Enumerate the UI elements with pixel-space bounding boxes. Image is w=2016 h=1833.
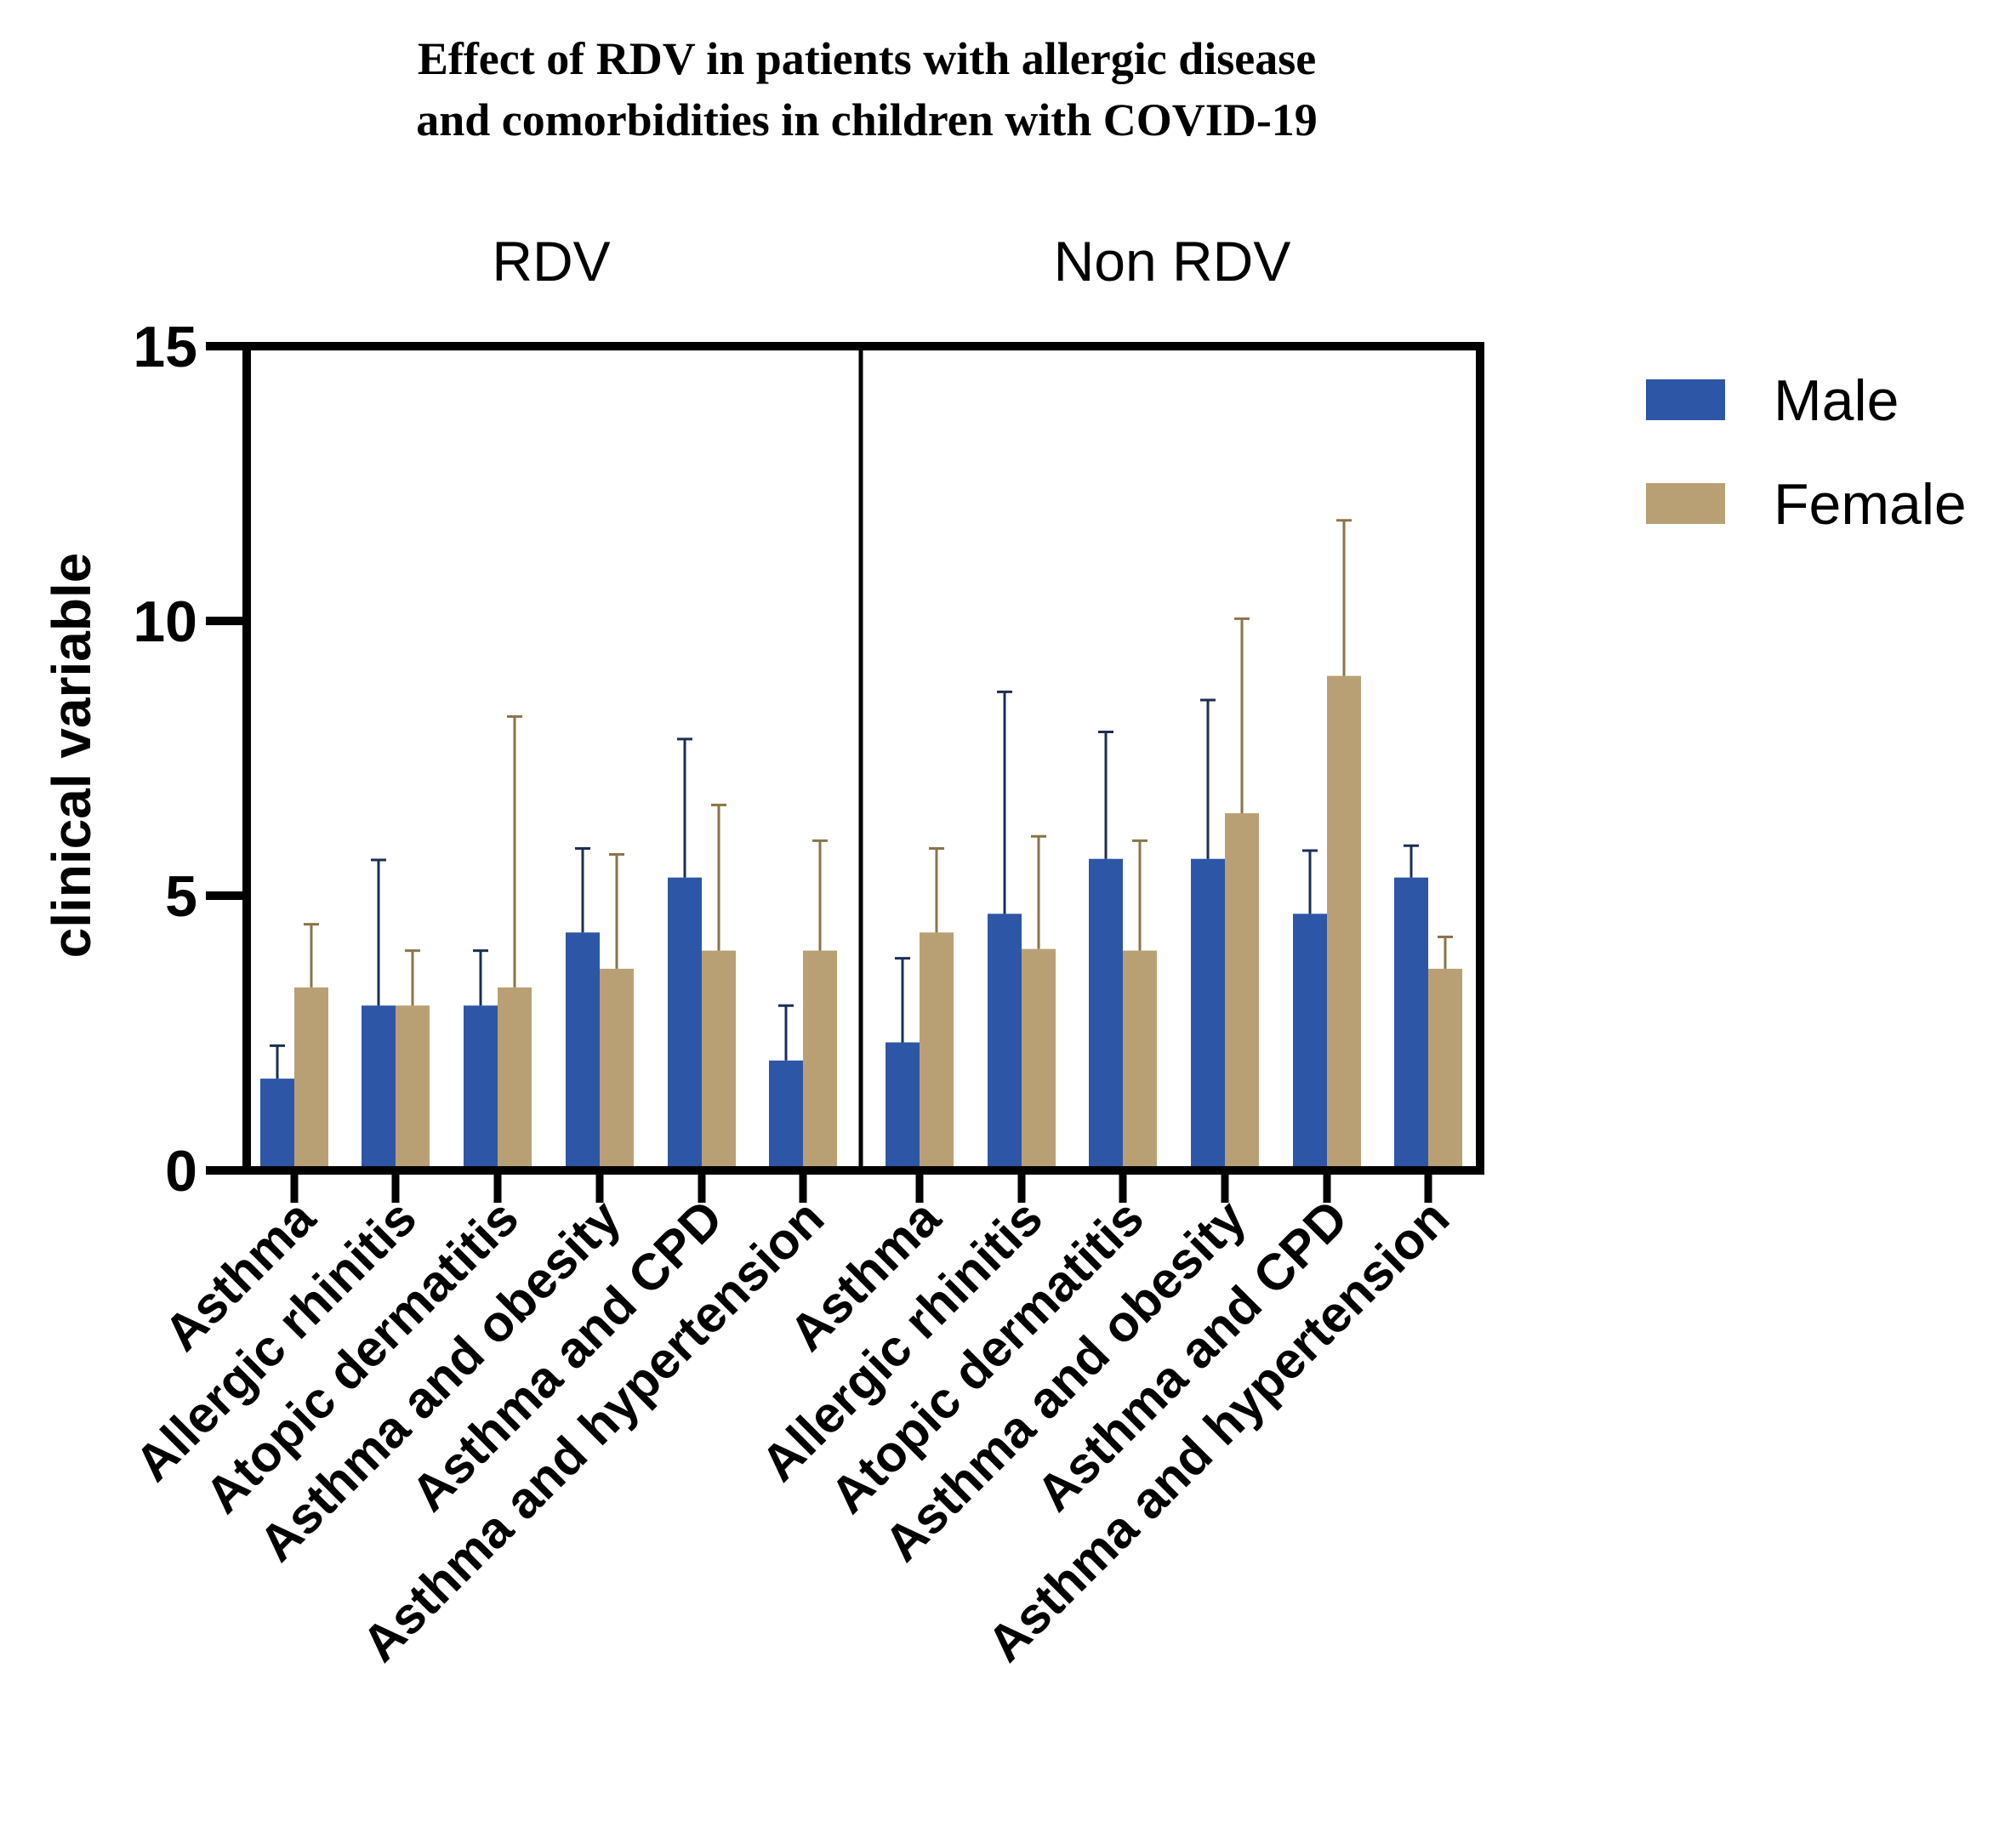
legend-label-female: Female — [1774, 472, 1967, 537]
bar-rdv-atopic-dermatitis-female — [498, 987, 532, 1170]
error-bars-layer — [270, 519, 1453, 1079]
y-tick-label-0: 0 — [165, 1139, 197, 1204]
y-axis-label: clinical variable — [41, 553, 102, 959]
bar-rdv-asthma-and-obesity-male — [566, 932, 600, 1170]
legend: Male Female — [1646, 368, 1967, 537]
bar-rdv-allergic-rhinitis-male — [362, 1005, 396, 1170]
y-ticks-layer: 0 5 10 15 — [133, 315, 247, 1204]
axes-layer — [242, 342, 1484, 1175]
chart-title-line-1: Effect of RDV in patients with allergic … — [418, 33, 1316, 84]
legend-swatch-male — [1646, 379, 1725, 420]
plot-frame — [242, 342, 1484, 1175]
bar-non-rdv-asthma-and-hypertension-female — [1428, 968, 1462, 1170]
group-label-non-rdv: Non RDV — [1054, 230, 1291, 293]
bar-non-rdv-allergic-rhinitis-female — [1022, 948, 1056, 1170]
bar-non-rdv-asthma-male — [886, 1042, 920, 1170]
y-tick-label-15: 15 — [133, 315, 197, 379]
bar-non-rdv-atopic-dermatitis-female — [1123, 950, 1157, 1170]
bar-non-rdv-asthma-and-cpd-male — [1293, 914, 1327, 1170]
bar-non-rdv-allergic-rhinitis-male — [988, 914, 1022, 1170]
bar-rdv-asthma-and-hypertension-male — [769, 1060, 803, 1170]
bar-non-rdv-asthma-and-cpd-female — [1327, 675, 1361, 1170]
bar-rdv-asthma-female — [294, 987, 328, 1170]
bar-rdv-asthma-and-obesity-female — [600, 968, 634, 1170]
bar-non-rdv-asthma-and-hypertension-male — [1394, 877, 1428, 1170]
bar-rdv-asthma-and-cpd-female — [702, 950, 736, 1170]
bar-rdv-atopic-dermatitis-male — [464, 1005, 498, 1170]
legend-label-male: Male — [1774, 368, 1899, 433]
group-label-rdv: RDV — [492, 230, 610, 293]
y-tick-label-5: 5 — [165, 864, 197, 929]
bar-rdv-asthma-and-cpd-male — [668, 877, 702, 1170]
legend-swatch-female — [1646, 483, 1725, 524]
bars-layer — [260, 675, 1462, 1170]
bar-non-rdv-asthma-and-obesity-female — [1225, 813, 1259, 1170]
bar-rdv-asthma-male — [260, 1079, 294, 1170]
bar-non-rdv-asthma-female — [920, 932, 954, 1170]
chart-title-line-2: and comorbidities in children with COVID… — [416, 94, 1318, 145]
bar-rdv-allergic-rhinitis-female — [396, 1005, 430, 1170]
bar-non-rdv-atopic-dermatitis-male — [1089, 858, 1123, 1170]
y-tick-label-10: 10 — [133, 589, 197, 654]
bar-non-rdv-asthma-and-obesity-male — [1191, 858, 1225, 1170]
bar-rdv-asthma-and-hypertension-female — [803, 950, 837, 1170]
